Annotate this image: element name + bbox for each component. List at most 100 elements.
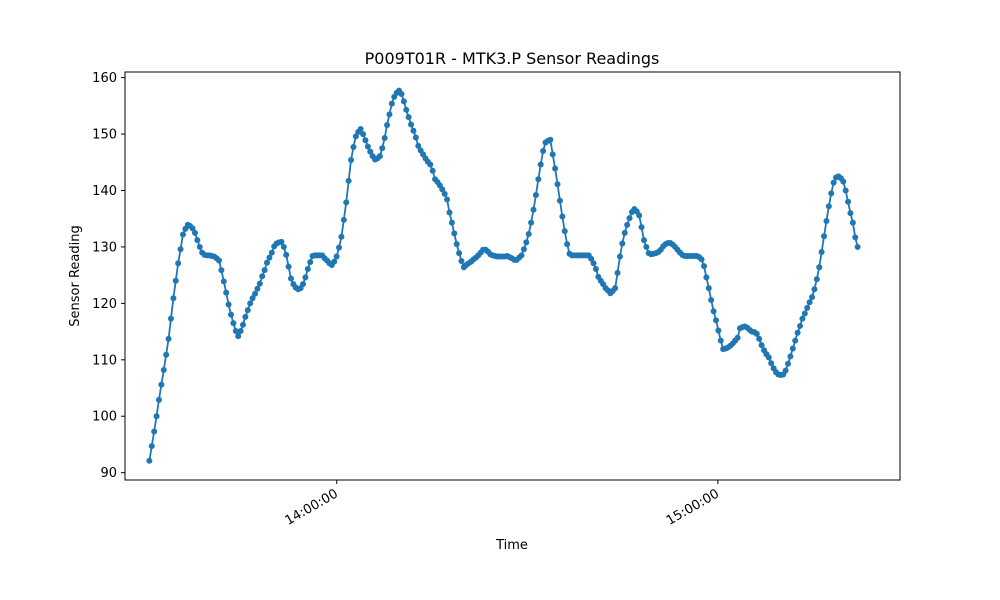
data-point [518,252,525,259]
data-point [264,259,270,266]
data-point [398,91,405,98]
data-point [458,258,465,265]
data-point [799,315,806,322]
data-point [429,167,436,174]
series-readings [146,87,861,464]
data-point [153,413,160,420]
data-point [266,254,273,261]
data-point [381,135,388,142]
data-point [638,224,645,231]
data-point [177,246,184,253]
data-point [540,148,547,154]
data-point [845,198,852,205]
data-point [525,230,532,237]
data-point [247,300,254,307]
data-point [280,243,287,250]
data-point [715,327,722,334]
data-point [549,151,556,158]
data-point [345,177,352,184]
data-point [167,315,174,322]
data-point [340,216,347,223]
data-point [148,443,155,450]
data-point [448,219,455,226]
data-point [830,179,837,186]
data-point [530,206,537,213]
data-point [278,238,285,245]
data-point [388,100,395,107]
data-point [816,264,823,271]
chart-title: P009T01R - MTK3.P Sensor Readings [365,49,660,68]
data-point [840,178,847,185]
data-point [350,144,357,151]
data-point [787,353,794,360]
x-axis-label: Time [495,538,528,553]
data-point [196,243,203,250]
data-point [215,257,222,264]
data-point [765,354,772,361]
data-point [160,366,167,373]
data-point [852,234,859,241]
data-point [367,148,374,155]
data-point [532,192,539,199]
data-point [331,258,338,265]
data-point [261,267,268,274]
y-tick-label: 160 [92,71,117,86]
y-tick-label: 100 [92,410,117,425]
data-point [828,190,835,197]
y-axis-label: Sensor Reading [68,225,83,326]
data-point [753,330,760,337]
data-point [376,153,383,160]
data-point [453,241,460,248]
data-point [717,337,724,344]
data-point [768,360,775,367]
data-point [710,308,717,315]
data-point [556,197,563,204]
data-point [794,329,801,336]
data-point [825,203,832,210]
data-point [456,250,463,257]
data-point [410,127,417,134]
data-point [254,285,261,292]
data-point [268,249,275,256]
x-tick-label: 14:00:00 [283,486,341,528]
data-point [439,186,446,193]
data-point [523,239,530,246]
data-point [288,275,295,282]
data-point [547,136,554,143]
data-point [333,253,340,260]
data-point [408,121,415,128]
data-point [708,296,715,303]
data-point [621,229,628,236]
data-point [813,276,820,283]
data-point [360,131,367,138]
data-point [590,260,597,267]
data-point [235,333,242,340]
data-point [259,273,266,280]
y-axis: 90 100 110 120 130 140 150 160 [92,71,125,481]
data-point [403,106,410,113]
data-point [285,263,292,270]
data-point [446,209,453,216]
data-point [552,165,559,172]
data-point [220,278,227,285]
data-point [554,181,561,188]
data-point [307,259,314,266]
y-tick-label: 90 [100,466,117,481]
data-point [823,217,830,224]
series-line [148,89,859,461]
data-point [400,98,407,105]
data-point [172,277,179,284]
data-point [237,328,244,335]
data-point [561,228,568,235]
data-point [338,233,345,240]
data-point [614,269,621,276]
data-point [304,265,311,272]
data-point [155,396,162,403]
data-point [415,142,422,149]
data-point [535,176,542,183]
data-point [854,243,861,250]
y-tick-label: 120 [92,297,117,312]
data-point [698,256,705,263]
x-axis: 14:00:00 15:00:00 [283,480,722,529]
data-point [364,143,371,150]
